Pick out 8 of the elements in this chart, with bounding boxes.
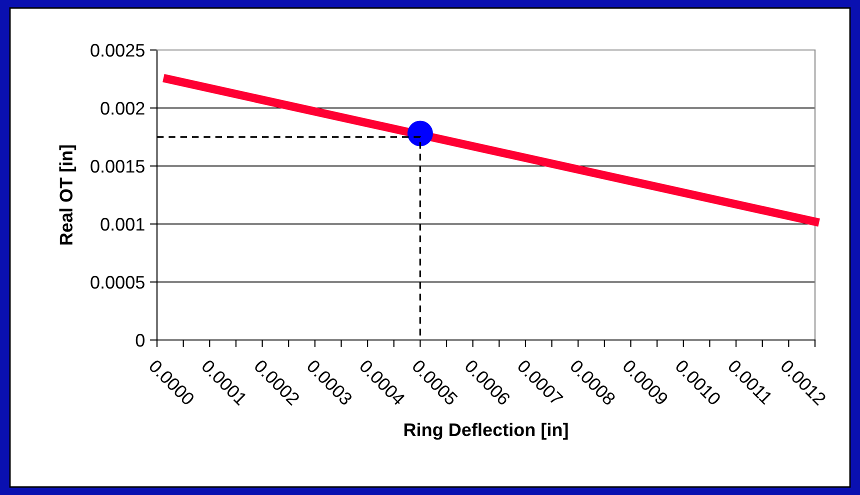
y-axis-title: Real OT [in] [59, 145, 76, 244]
y-tick-label: 0.001 [100, 218, 144, 231]
y-tick-label: 0 [136, 334, 144, 347]
y-tick-label: 0.0025 [90, 44, 144, 57]
y-tick-label: 0.002 [100, 102, 144, 115]
y-tick-label: 0.0015 [90, 160, 144, 173]
y-tick-label: 0.0005 [90, 276, 144, 289]
x-axis-title: Ring Deflection [in] [404, 422, 568, 440]
